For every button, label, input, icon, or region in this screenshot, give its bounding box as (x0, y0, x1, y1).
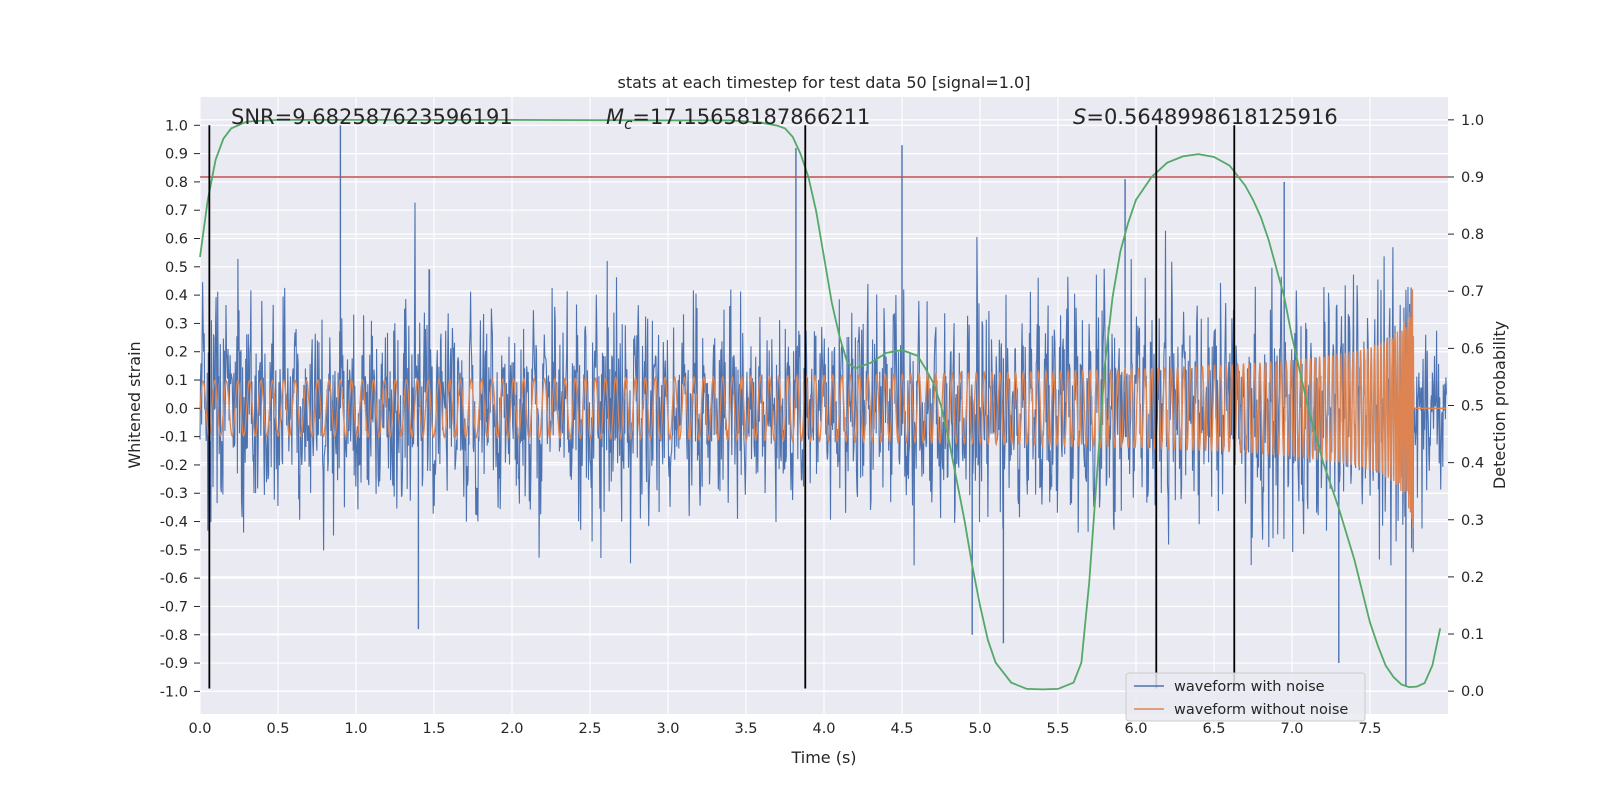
y-tick-label: 0.5 (165, 260, 188, 276)
y-axis-label: Whitened strain (125, 341, 144, 468)
y-tick-label: -1.0 (160, 684, 188, 700)
y-tick-label: -0.1 (160, 430, 188, 446)
x-tick-label: 4.0 (812, 721, 835, 737)
y-tick-label: 0.4 (165, 288, 188, 304)
y-tick-label: 0.8 (165, 175, 188, 191)
series-detection-probability (199, 119, 1442, 691)
y-tick-label: 0.7 (165, 203, 188, 219)
y2-tick-label: 1.0 (1461, 113, 1484, 129)
ticks: 0.0 0.5 1.0 1.5 2.0 2.5 3.0 3.5 4.0 4.5 5.0 5.5 6.0 6… (160, 113, 1484, 737)
y-tick-label: 0.0 (165, 401, 188, 417)
y-tick-label: -0.7 (160, 599, 188, 615)
legend-label-noise: waveform with noise (1174, 679, 1325, 695)
y2-tick-label: 0.2 (1461, 570, 1484, 586)
chirp-mass-annotation: Mc=17.15658187866211 (606, 105, 870, 133)
legend-frame (1125, 672, 1366, 722)
x-tick-label: 6.5 (1202, 721, 1225, 737)
chirp-mass-value: =17.15658187866211 (632, 105, 870, 129)
y-tick-label: -0.3 (160, 486, 188, 502)
s-value: =0.5648998618125916 (1086, 105, 1337, 129)
y-tick-label: 0.6 (165, 232, 188, 248)
probability-trace (199, 119, 1442, 691)
signal-trace (199, 289, 1447, 529)
legend: waveform with noise waveform without noi… (1125, 672, 1366, 722)
x-tick-label: 6.0 (1124, 721, 1147, 737)
chirp-mass-symbol: M (606, 105, 624, 129)
y2-tick-label: 0.4 (1461, 456, 1484, 472)
s-symbol: S (1073, 105, 1086, 129)
y-tick-label: 0.3 (165, 316, 188, 332)
y-tick-label: 0.2 (165, 345, 188, 361)
y2-axis-label: Detection probability (1490, 321, 1509, 489)
x-tick-label: 7.5 (1358, 721, 1381, 737)
y2-tick-label: 0.7 (1461, 284, 1484, 300)
y-tick-label: -0.2 (160, 458, 188, 474)
legend-label-signal: waveform without noise (1174, 702, 1348, 718)
x-tick-label: 4.5 (890, 721, 913, 737)
chirp-mass-subscript: c (624, 115, 633, 133)
y2-tick-label: 0.5 (1461, 399, 1484, 415)
y2-tick-label: 0.8 (1461, 227, 1484, 243)
y2-tick-label: 0.6 (1461, 341, 1484, 357)
s-annotation: S=0.5648998618125916 (1073, 105, 1338, 129)
y2-tick-label: 0.3 (1461, 513, 1484, 529)
noise-trace (199, 202, 1447, 566)
y-tick-label: -0.6 (160, 571, 188, 587)
snr-annotation: SNR=9.682587623596191 (231, 105, 513, 129)
y-tick-label: 1.0 (165, 118, 188, 134)
vertical-markers (208, 125, 1236, 689)
chart-title: stats at each timestep for test data 50 … (618, 73, 1031, 92)
y-tick-label: -0.5 (160, 543, 188, 559)
y-tick-label: -0.9 (160, 656, 188, 672)
x-tick-label: 1.5 (422, 721, 445, 737)
y2-tick-label: 0.1 (1461, 627, 1484, 643)
y-tick-label: -0.4 (160, 515, 188, 531)
x-tick-label: 2.0 (500, 721, 523, 737)
x-tick-label: 5.0 (968, 721, 991, 737)
x-axis-label: Time (s) (790, 748, 856, 767)
y-tick-label: -0.8 (160, 628, 188, 644)
x-tick-label: 0.5 (266, 721, 289, 737)
series-waveform-without-noise (199, 289, 1447, 529)
x-tick-label: 5.5 (1046, 721, 1069, 737)
x-tick-label: 0.0 (188, 721, 211, 737)
y2-tick-label: 0.0 (1461, 684, 1484, 700)
y-tick-label: 0.9 (165, 147, 188, 163)
x-tick-label: 1.0 (344, 721, 367, 737)
x-tick-label: 7.0 (1280, 721, 1303, 737)
y2-tick-label: 0.9 (1461, 170, 1484, 186)
x-tick-label: 2.5 (578, 721, 601, 737)
y-tick-label: 0.1 (165, 373, 188, 389)
x-tick-label: 3.5 (734, 721, 757, 737)
x-tick-label: 3.0 (656, 721, 679, 737)
